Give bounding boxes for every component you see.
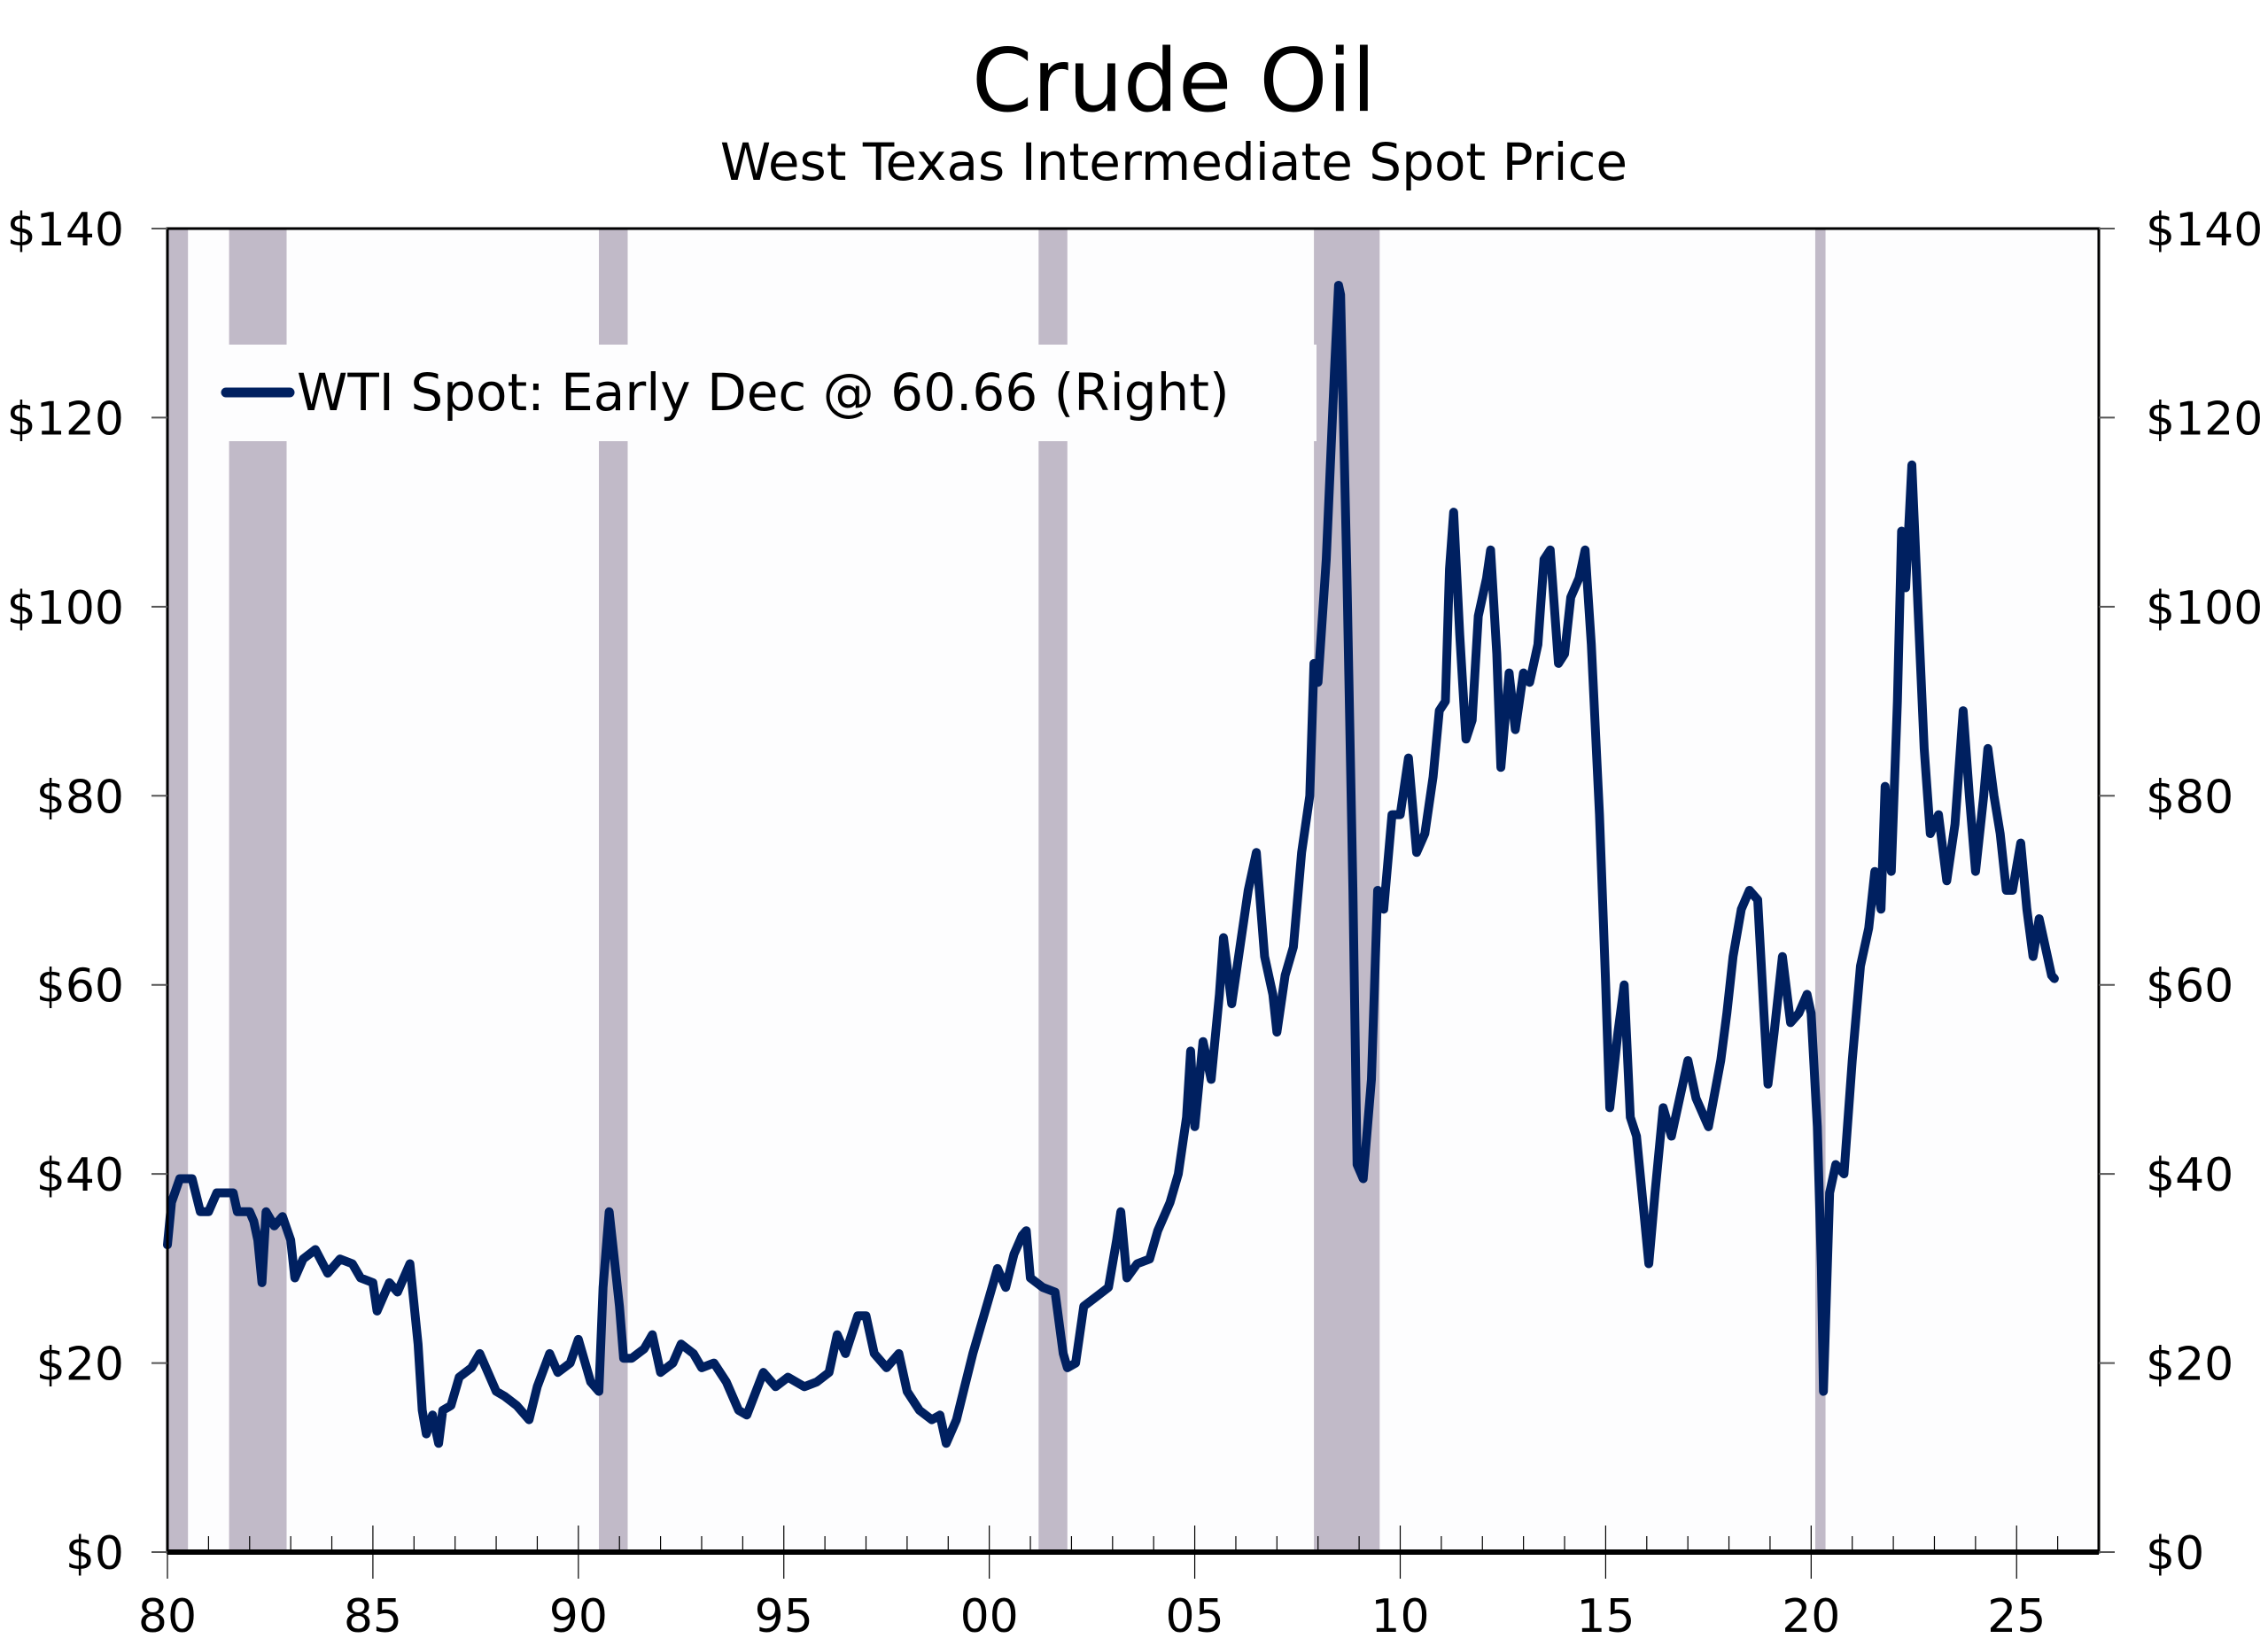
series-group <box>163 281 2059 1448</box>
x-tick-label: 85 <box>344 1590 402 1643</box>
x-tick-label: 20 <box>1782 1590 1840 1643</box>
y-tick-label-left: $0 <box>66 1527 124 1580</box>
y-tick-label-right: $120 <box>2146 392 2263 446</box>
x-tick-label: 90 <box>549 1590 608 1643</box>
chart-title: Crude Oil <box>972 31 1376 132</box>
y-tick-label-right: $100 <box>2146 582 2263 635</box>
x-tick-label: 80 <box>138 1590 197 1643</box>
y-tick-label-left: $120 <box>7 392 124 446</box>
y-tick-label-left: $80 <box>36 771 124 824</box>
x-tick-label: 10 <box>1371 1590 1429 1643</box>
y-tick-label-right: $60 <box>2146 960 2233 1013</box>
legend: WTI Spot: Early Dec @ 60.66 (Right) <box>214 345 1317 441</box>
chart-subtitle: West Texas Intermediate Spot Price <box>720 132 1627 192</box>
y-tick-label-left: $40 <box>36 1149 124 1202</box>
x-tick-label: 25 <box>1987 1590 2046 1643</box>
y-tick-label-right: $140 <box>2146 204 2263 257</box>
axes: 80 85 90 95 00 05 10 15 20 25 $0 $0 $20 $20 $40 $40 $60 $… <box>7 204 2264 1643</box>
y-tick-label-right: $0 <box>2146 1527 2204 1580</box>
y-tick-label-right: $40 <box>2146 1149 2233 1202</box>
x-tick-label: 15 <box>1576 1590 1635 1643</box>
legend-box <box>214 345 1317 441</box>
y-tick-label-left: $20 <box>36 1339 124 1392</box>
x-tick-label: 05 <box>1165 1590 1223 1643</box>
legend-label: WTI Spot: Early Dec @ 60.66 (Right) <box>297 362 1230 423</box>
y-tick-label-right: $80 <box>2146 771 2233 824</box>
y-tick-label-left: $60 <box>36 960 124 1013</box>
y-tick-label-left: $140 <box>7 204 124 257</box>
x-tick-label: 00 <box>960 1590 1019 1643</box>
y-tick-label-right: $20 <box>2146 1339 2233 1392</box>
plot-area <box>167 229 2099 1552</box>
wti-spot-line <box>163 281 2059 1448</box>
y-tick-label-left: $100 <box>7 582 124 635</box>
recession-band <box>1814 229 1826 1552</box>
x-tick-label: 95 <box>755 1590 813 1643</box>
recession-band <box>229 229 287 1552</box>
recession-band <box>167 229 189 1552</box>
